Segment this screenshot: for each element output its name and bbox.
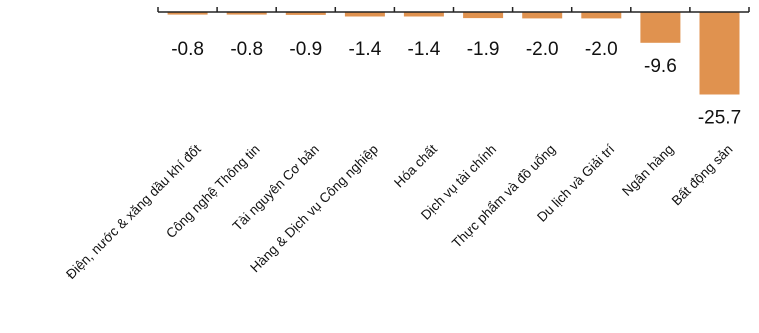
- bar: [403, 12, 444, 17]
- data-label: -1.4: [349, 39, 382, 60]
- bar: [285, 12, 326, 15]
- value-labels-group: -0.8 -0.8 -0.9 -1.4 -1.4 -1.9 -2.0 -2.0 -9.6 -25.…: [171, 39, 741, 129]
- data-label: -0.9: [289, 39, 322, 60]
- x-tick-label: Thực phẩm và đồ uống: [449, 142, 558, 251]
- data-label: -1.4: [408, 39, 441, 60]
- bar: [226, 12, 267, 15]
- x-tick-label: Hóa chất: [391, 141, 440, 190]
- bars-group: [167, 12, 740, 95]
- data-label: -1.9: [467, 39, 500, 60]
- data-label: -2.0: [585, 39, 618, 60]
- bar: [522, 12, 563, 19]
- data-label: -9.6: [644, 56, 677, 77]
- bar: [699, 12, 740, 95]
- bar: [581, 12, 622, 19]
- x-tick-label: Bất động sản: [669, 142, 736, 209]
- axis-group: [157, 7, 750, 13]
- x-tick-label: Ngân hàng: [619, 142, 676, 199]
- data-label: -0.8: [230, 39, 263, 60]
- data-label: -0.8: [171, 39, 204, 60]
- x-tick-label: Hàng & Dịch vụ Công nghiệp: [247, 142, 381, 276]
- bar: [640, 12, 681, 43]
- bar: [167, 12, 208, 15]
- data-label: -2.0: [526, 39, 559, 60]
- data-label: -25.7: [698, 108, 741, 129]
- bar: [463, 12, 504, 19]
- bar: [344, 12, 385, 17]
